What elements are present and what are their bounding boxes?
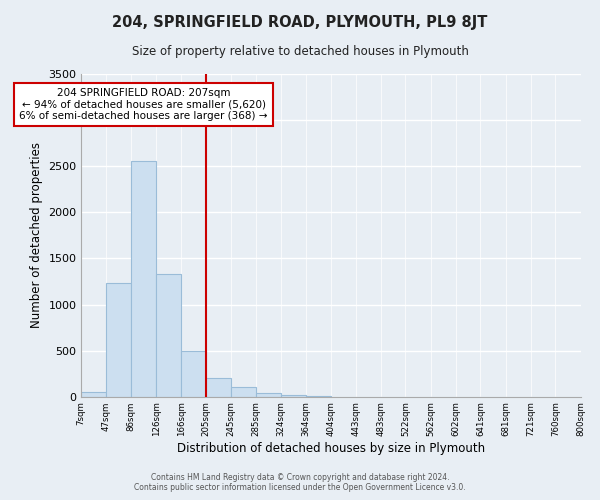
Text: Contains HM Land Registry data © Crown copyright and database right 2024.
Contai: Contains HM Land Registry data © Crown c… [134,473,466,492]
Bar [81,392,106,396]
Bar [131,160,156,396]
Bar [156,274,181,396]
Bar [256,393,281,396]
X-axis label: Distribution of detached houses by size in Plymouth: Distribution of detached houses by size … [177,442,485,455]
Bar [106,284,131,397]
Text: 204 SPRINGFIELD ROAD: 207sqm
← 94% of detached houses are smaller (5,620)
6% of : 204 SPRINGFIELD ROAD: 207sqm ← 94% of de… [19,88,268,121]
Text: 204, SPRINGFIELD ROAD, PLYMOUTH, PL9 8JT: 204, SPRINGFIELD ROAD, PLYMOUTH, PL9 8JT [112,15,488,30]
Bar [231,388,256,396]
Y-axis label: Number of detached properties: Number of detached properties [29,142,43,328]
Text: Size of property relative to detached houses in Plymouth: Size of property relative to detached ho… [131,45,469,58]
Bar [206,378,231,396]
Bar [181,350,206,397]
